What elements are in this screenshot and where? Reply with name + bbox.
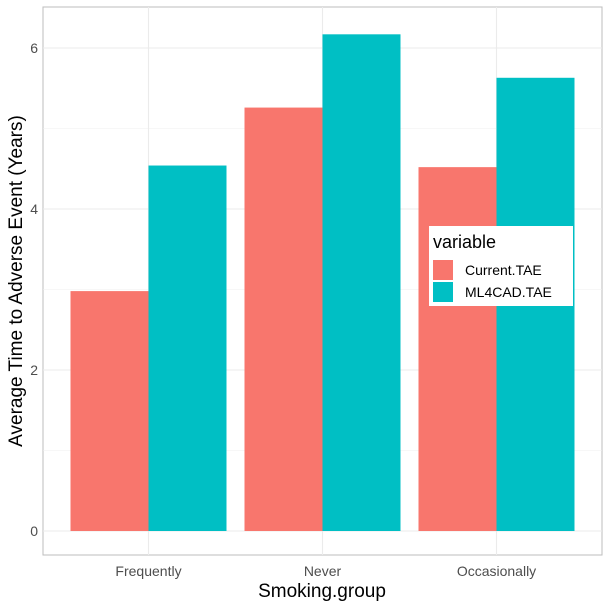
bars (70, 34, 575, 531)
x-axis-title: Smoking.group (258, 581, 386, 602)
bar-ml4cad-tae-frequently (148, 165, 227, 531)
x-tick-label: Occasionally (457, 563, 536, 579)
bar-ml4cad-tae-never (322, 34, 401, 531)
x-tick-label: Frequently (115, 563, 181, 579)
y-tick-label: 4 (30, 201, 38, 217)
legend-key (433, 282, 453, 302)
bar-current-tae-never (244, 107, 323, 531)
x-axis-ticks: Frequently Never Occasionally (115, 563, 536, 579)
bar-current-tae-occasionally (418, 167, 497, 531)
y-tick-label: 6 (30, 40, 38, 56)
legend-label: Current.TAE (465, 262, 542, 278)
legend-key (433, 260, 453, 280)
legend-title: variable (433, 232, 496, 252)
y-tick-label: 2 (30, 362, 38, 378)
x-tick-label: Never (304, 563, 342, 579)
y-axis-title: Average Time to Adverse Event (Years) (6, 115, 27, 447)
y-tick-label: 0 (30, 523, 38, 539)
legend: variable Current.TAE ML4CAD.TAE (429, 226, 573, 306)
legend-label: ML4CAD.TAE (465, 284, 552, 300)
y-axis-ticks: 0 2 4 6 (30, 40, 38, 539)
bar-current-tae-frequently (70, 291, 149, 531)
